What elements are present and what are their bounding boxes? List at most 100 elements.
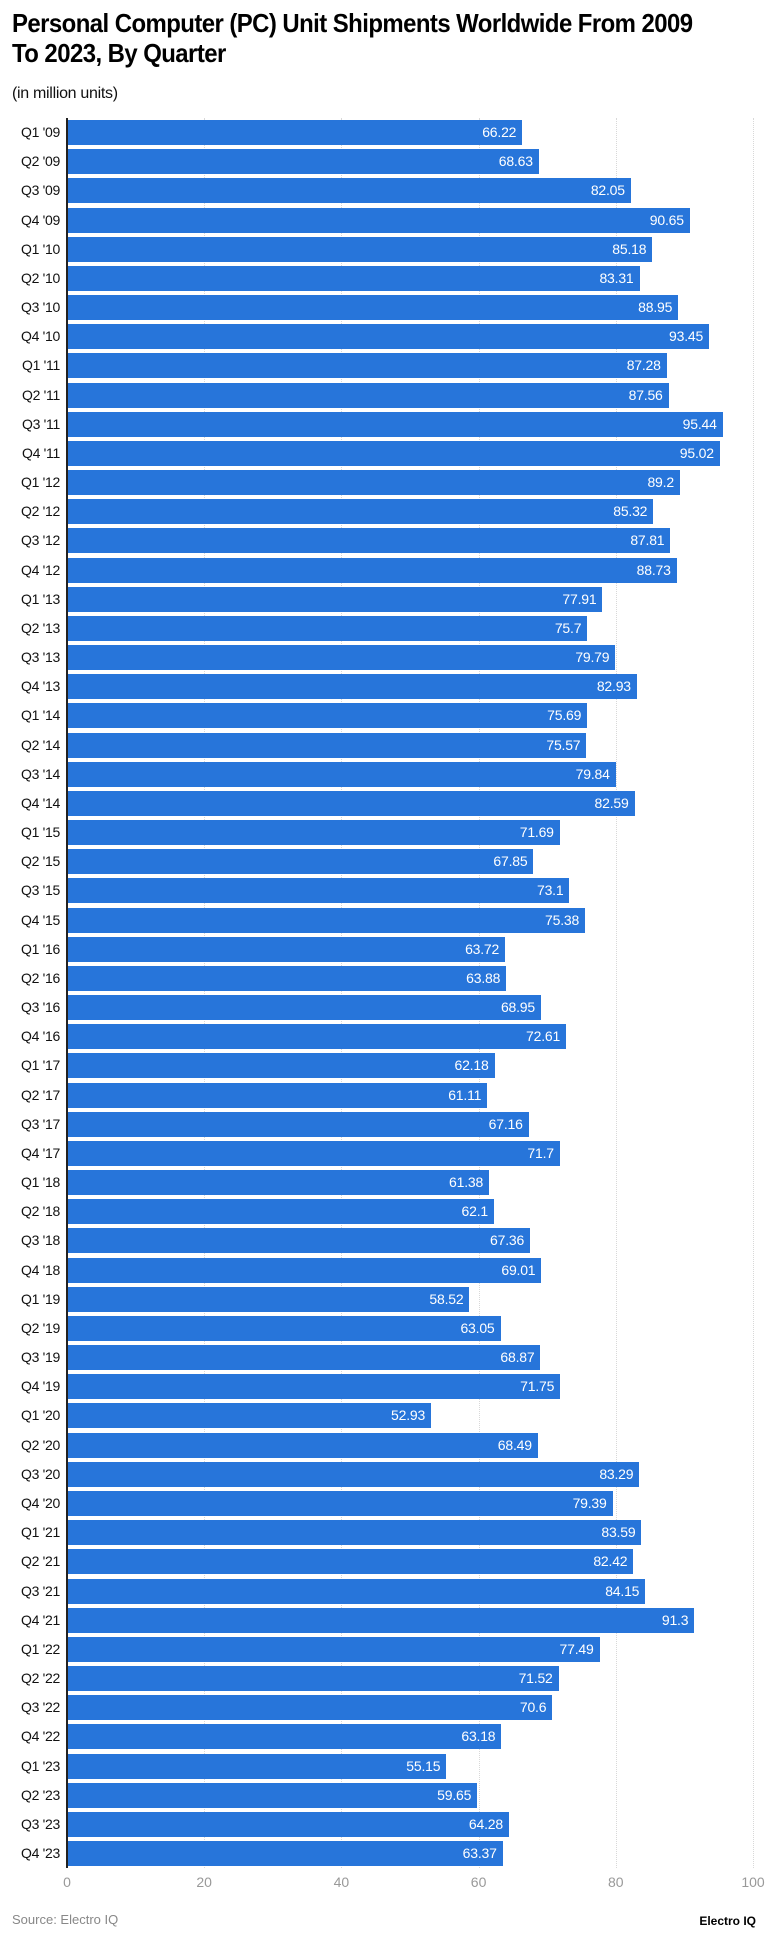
bar[interactable]: 75.38 bbox=[68, 907, 586, 933]
source-note: Source: Electro IQ bbox=[12, 1912, 119, 1927]
gridline bbox=[341, 118, 343, 1868]
bar[interactable]: 52.93 bbox=[68, 1403, 432, 1429]
bar[interactable]: 55.15 bbox=[68, 1753, 447, 1779]
bar[interactable]: 82.59 bbox=[68, 790, 635, 816]
y-axis-line bbox=[66, 118, 68, 1868]
category-label: Q4 '14 bbox=[20, 794, 60, 811]
bar[interactable]: 91.3 bbox=[68, 1607, 695, 1633]
bar[interactable]: 63.88 bbox=[68, 965, 507, 991]
bar-value-label: 82.05 bbox=[590, 182, 625, 199]
bar[interactable]: 64.28 bbox=[68, 1811, 509, 1837]
bar[interactable]: 68.95 bbox=[68, 995, 541, 1021]
bar[interactable]: 61.38 bbox=[68, 1170, 490, 1196]
bar[interactable]: 71.75 bbox=[68, 1374, 561, 1400]
bar[interactable]: 75.7 bbox=[68, 615, 588, 641]
category-label: Q2 '14 bbox=[20, 736, 60, 753]
bar-value-label: 77.49 bbox=[559, 1640, 594, 1657]
bar[interactable]: 90.65 bbox=[68, 207, 690, 233]
bar[interactable]: 63.05 bbox=[68, 1315, 501, 1341]
category-label: Q4 '16 bbox=[20, 1028, 60, 1045]
bar[interactable]: 72.61 bbox=[68, 1024, 567, 1050]
bar[interactable]: 93.45 bbox=[68, 324, 710, 350]
bar-value-label: 66.22 bbox=[482, 124, 517, 140]
bar[interactable]: 79.39 bbox=[68, 1490, 613, 1516]
bar[interactable]: 87.81 bbox=[68, 528, 671, 554]
bar[interactable]: 67.36 bbox=[68, 1228, 531, 1254]
bar[interactable]: 68.49 bbox=[68, 1432, 538, 1458]
bar-value-label: 70.6 bbox=[519, 1699, 547, 1716]
bar[interactable]: 87.28 bbox=[68, 353, 667, 379]
bar-value-label: 82.42 bbox=[593, 1553, 628, 1570]
bar[interactable]: 71.69 bbox=[68, 820, 560, 846]
bar[interactable]: 95.02 bbox=[68, 440, 720, 466]
category-label: Q2 '12 bbox=[20, 503, 60, 520]
bar-value-label: 71.52 bbox=[518, 1670, 553, 1686]
bar[interactable]: 59.65 bbox=[68, 1782, 478, 1808]
bar[interactable]: 58.52 bbox=[68, 1286, 470, 1312]
bar-value-label: 95.44 bbox=[682, 415, 717, 432]
bar[interactable]: 89.2 bbox=[68, 470, 680, 496]
category-label: Q4 '17 bbox=[20, 1144, 60, 1161]
bar[interactable]: 82.05 bbox=[68, 178, 631, 204]
bar[interactable]: 88.95 bbox=[68, 295, 679, 321]
bar[interactable]: 71.52 bbox=[68, 1666, 559, 1691]
bar[interactable]: 71.7 bbox=[68, 1140, 560, 1166]
bar[interactable]: 61.11 bbox=[68, 1082, 488, 1108]
chart-subtitle: (in million units) bbox=[12, 85, 118, 102]
bar-value-label: 63.88 bbox=[466, 969, 501, 986]
bar[interactable]: 69.01 bbox=[68, 1257, 542, 1283]
bar[interactable]: 83.59 bbox=[68, 1520, 642, 1546]
bar[interactable]: 63.37 bbox=[68, 1841, 503, 1867]
category-label: Q2 '21 bbox=[20, 1553, 60, 1570]
bar-value-label: 67.16 bbox=[488, 1115, 523, 1132]
bar[interactable]: 95.44 bbox=[68, 411, 723, 437]
category-label: Q4 '18 bbox=[20, 1261, 60, 1278]
bar-value-label: 55.15 bbox=[406, 1757, 441, 1774]
bar[interactable]: 82.42 bbox=[68, 1549, 634, 1575]
bar[interactable]: 83.29 bbox=[68, 1461, 640, 1487]
x-axis-tick-label: 60 bbox=[470, 1874, 487, 1890]
bar[interactable]: 77.91 bbox=[68, 586, 603, 612]
bar[interactable]: 68.63 bbox=[68, 149, 539, 175]
bar-value-label: 91.3 bbox=[661, 1611, 689, 1628]
gridline bbox=[753, 118, 754, 1868]
bar[interactable]: 75.57 bbox=[68, 732, 587, 758]
bar-value-label: 84.15 bbox=[605, 1582, 640, 1599]
bar[interactable]: 67.16 bbox=[68, 1111, 529, 1137]
bar[interactable]: 85.18 bbox=[68, 236, 653, 262]
bar[interactable]: 83.31 bbox=[68, 265, 640, 291]
bar[interactable]: 70.6 bbox=[68, 1695, 553, 1721]
category-label: Q2 '10 bbox=[20, 269, 60, 286]
bar-value-label: 75.69 bbox=[547, 707, 582, 724]
category-label: Q3 '20 bbox=[20, 1465, 60, 1482]
gridline bbox=[478, 118, 480, 1868]
bar[interactable]: 62.1 bbox=[68, 1199, 494, 1225]
bar[interactable]: 85.32 bbox=[68, 499, 654, 525]
bar[interactable]: 82.93 bbox=[68, 674, 637, 700]
bar[interactable]: 88.73 bbox=[68, 557, 677, 583]
bar-value-label: 93.45 bbox=[669, 328, 704, 345]
bar-value-label: 75.38 bbox=[545, 911, 580, 928]
category-label: Q2 '13 bbox=[20, 619, 60, 636]
bar-value-label: 61.38 bbox=[449, 1174, 484, 1191]
bar[interactable]: 87.56 bbox=[68, 382, 669, 408]
bar[interactable]: 63.18 bbox=[68, 1724, 502, 1750]
bar[interactable]: 75.69 bbox=[68, 703, 588, 729]
bar[interactable]: 84.15 bbox=[68, 1578, 646, 1604]
bar[interactable]: 79.84 bbox=[68, 761, 616, 787]
bar-value-label: 85.18 bbox=[612, 240, 647, 257]
bar[interactable]: 63.72 bbox=[68, 936, 506, 962]
bar-value-label: 72.61 bbox=[526, 1028, 561, 1045]
category-label: Q1 '18 bbox=[20, 1174, 60, 1191]
bar-value-label: 67.85 bbox=[493, 853, 528, 870]
bar[interactable]: 67.85 bbox=[68, 849, 534, 875]
category-label: Q1 '12 bbox=[20, 474, 60, 491]
bar[interactable]: 62.18 bbox=[68, 1053, 495, 1079]
bar[interactable]: 68.87 bbox=[68, 1345, 541, 1371]
bar[interactable]: 66.22 bbox=[68, 120, 523, 145]
bar[interactable]: 73.1 bbox=[68, 878, 570, 904]
bar-value-label: 73.1 bbox=[537, 882, 564, 899]
bar[interactable]: 79.79 bbox=[68, 645, 616, 671]
bar[interactable]: 77.49 bbox=[68, 1636, 600, 1662]
